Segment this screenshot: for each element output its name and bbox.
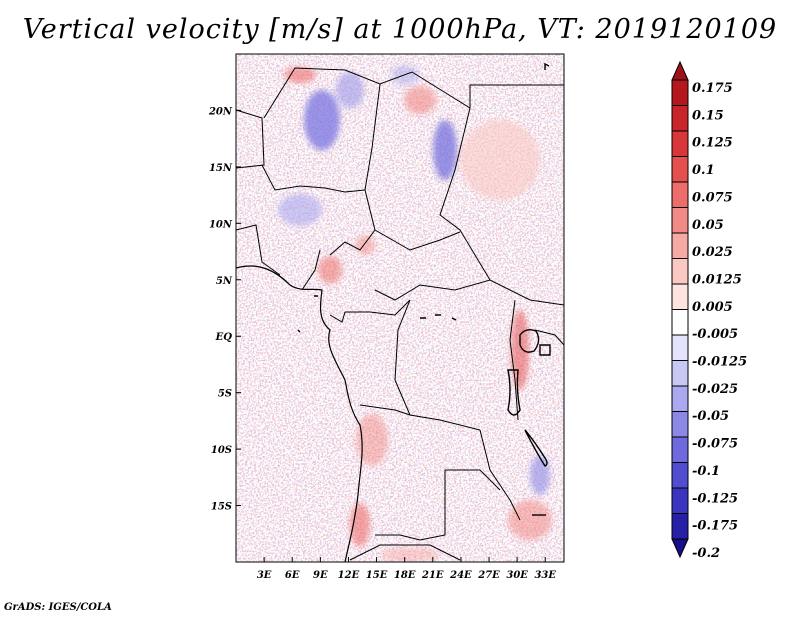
x-tick-label: 3E [257,570,272,581]
colorbar-band [671,181,689,208]
colorbar-band [671,258,689,285]
colorbar-band [671,309,689,336]
colorbar-label: -0.125 [692,491,738,506]
x-tick-label: 9E [313,570,328,581]
x-tick-label: 30E [506,570,528,581]
lakes [297,62,551,516]
colorbar-band [671,385,689,412]
colorbar-band [671,436,689,463]
y-tick-label: 15N [209,163,233,174]
colorbar-label: -0.0125 [692,355,747,370]
colorbar-band [671,232,689,259]
colorbar-label: -0.2 [692,546,720,561]
coastline [236,265,363,562]
colorbar-label: -0.175 [692,519,738,534]
y-tick-label: 5S [218,389,232,400]
x-tick-label: 33E [534,570,556,581]
grads-credit: GrADS: IGES/COLA [4,602,112,613]
y-axis: 20N 15N 10N 5N EQ 5S 10S 15S [208,106,241,513]
colorbar-label: -0.1 [692,464,720,479]
colorbar-label: 0.05 [692,218,724,233]
map-title: Vertical velocity [m/s] at 1000hPa, VT: … [22,14,778,45]
colorbar-label: 0.025 [692,245,733,260]
colorbar-label: 0.0125 [692,272,742,287]
colorbar-band [671,105,689,132]
colorbar-bottom-arrow [671,538,689,559]
y-tick-label: 20N [208,106,233,117]
colorbar-band [671,130,689,157]
colorbar-band [671,411,689,438]
colorbar-band [671,360,689,387]
colorbar-band [671,283,689,310]
x-axis: 3E 6E 9E 12E 15E 18E 21E 24E 27E 30E 33E [257,557,556,581]
colorbar-band [671,334,689,361]
colorbar-band [671,513,689,540]
colorbar-band [671,207,689,234]
colorbar-label: -0.005 [692,327,738,342]
colorbar-label: 0.1 [692,163,715,178]
y-tick-label: 10S [211,445,232,456]
x-tick-label: 18E [394,570,416,581]
colorbar-label: 0.175 [692,81,733,96]
y-tick-label: 10N [209,219,233,230]
colorbar-label: -0.05 [692,409,729,424]
colorbar-label: -0.075 [692,437,738,452]
country-borders [236,67,564,561]
x-tick-label: 6E [285,570,300,581]
colorbar-band [671,487,689,514]
colorbar-label: 0.005 [692,300,733,315]
x-tick-label: 12E [338,570,360,581]
y-tick-label: 5N [216,276,233,287]
colorbar-band [671,79,689,106]
velocity-field [236,54,564,562]
x-tick-label: 27E [477,570,500,581]
x-tick-label: 15E [366,570,388,581]
y-tick-label: 15S [211,502,232,513]
y-tick-label: EQ [215,332,233,343]
x-tick-label: 21E [421,570,444,581]
colorbar: 0.175 0.15 0.125 0.1 0.075 0.05 0.025 0.0125 0.0… [671,60,747,561]
colorbar-top-arrow [671,60,689,81]
colorbar-band [671,462,689,489]
colorbar-label: 0.15 [692,108,724,123]
colorbar-label: 0.075 [692,190,733,205]
colorbar-label: -0.025 [692,382,738,397]
colorbar-label: 0.125 [692,136,733,151]
colorbar-band [671,156,689,183]
plot-frame [235,53,565,563]
x-tick-label: 24E [449,570,472,581]
field-patches [278,65,552,562]
